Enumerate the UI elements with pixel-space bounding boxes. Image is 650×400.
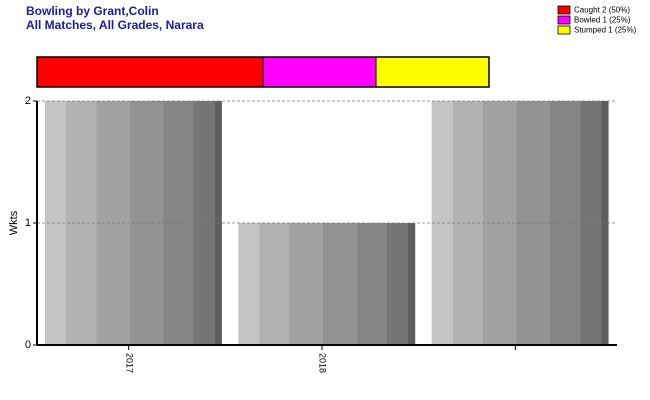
y-tick-label: 1 [25,217,31,229]
legend-swatch [557,5,571,15]
x-tick-label: 2018 [318,353,328,373]
y-tick-label: 0 [25,339,31,351]
legend-label: Caught 2 (50%) [574,6,630,15]
chart-title: Bowling by Grant,Colin [26,4,159,18]
bar [238,223,416,345]
legend-label: Stumped 1 (25%) [574,26,637,35]
dismissal-segment [262,56,377,88]
dismissal-segment [36,56,264,88]
chart-subtitle: All Matches, All Grades, Narara [26,18,204,32]
legend-label: Bowled 1 (25%) [574,16,631,25]
legend-swatch [557,25,571,35]
x-tick-label: 2017 [124,353,134,373]
y-tick-label: 2 [25,95,31,107]
dismissal-bar-frame [36,56,490,88]
dismissal-segment [375,56,490,88]
y-axis-label: Wkts [8,210,20,235]
legend-swatch [557,15,571,25]
